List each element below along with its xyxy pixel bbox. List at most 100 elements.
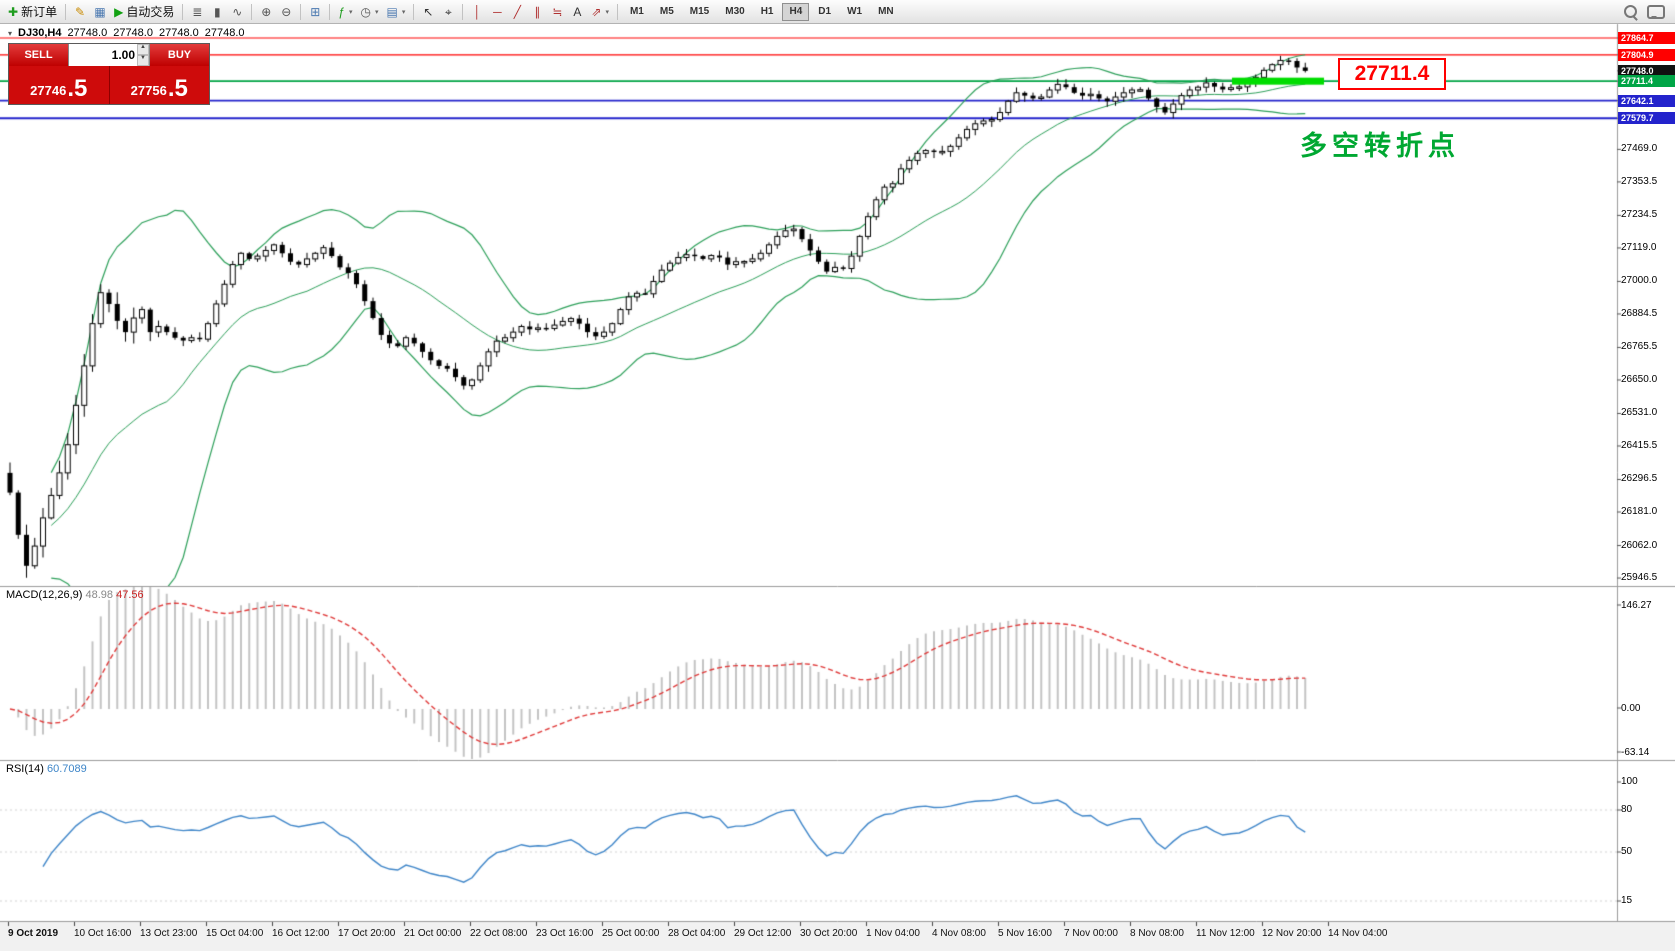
- volume-stepper: ▲ ▼: [137, 44, 149, 66]
- time-label: 12 Nov 20:00: [1262, 928, 1322, 939]
- rsi-name: RSI(14): [6, 763, 44, 775]
- templates-button[interactable]: ▤ ▾: [383, 2, 410, 21]
- ohlc-high: 27748.0: [113, 27, 153, 39]
- macd-signal-value: 47.56: [116, 589, 144, 601]
- autotrading-button-label: 自动交易: [126, 5, 175, 19]
- price-tag: 27711.4: [1618, 75, 1675, 88]
- time-label: 16 Oct 12:00: [272, 928, 330, 939]
- zoom-out-button[interactable]: ⊖: [276, 2, 296, 21]
- rsi-pane[interactable]: [0, 761, 1617, 921]
- time-label: 30 Oct 20:00: [800, 928, 858, 939]
- price-tag: 27748.0: [1618, 64, 1675, 77]
- rsi-scale-label: 50: [1621, 846, 1633, 857]
- market-watch-icon-button[interactable]: ▦: [90, 2, 110, 21]
- horizontal-line-button[interactable]: ─: [487, 2, 507, 21]
- price-tick-label: 26884.5: [1621, 307, 1658, 319]
- volume-up-button[interactable]: ▲: [137, 44, 149, 55]
- volume-down-button[interactable]: ▼: [137, 55, 149, 66]
- time-label: 9 Oct 2019: [8, 928, 59, 939]
- crosshair-icon: ⌖: [445, 4, 452, 19]
- periods-button[interactable]: ◷ ▾: [357, 2, 383, 21]
- search-icon[interactable]: [1624, 5, 1637, 18]
- toolbar-separator: [329, 3, 331, 20]
- price-tick-label: 26650.0: [1621, 373, 1658, 385]
- time-label: 5 Nov 16:00: [998, 928, 1052, 939]
- equidistant-channel-button[interactable]: ∥: [527, 2, 547, 21]
- buy-price[interactable]: 27756 .5: [110, 66, 210, 104]
- price-tag: 27642.1: [1618, 94, 1675, 107]
- trendline-icon: ╱: [513, 4, 521, 19]
- time-label: 22 Oct 08:00: [470, 928, 528, 939]
- fibonacci-button[interactable]: ≒: [547, 2, 567, 21]
- buy-button[interactable]: BUY: [150, 44, 209, 66]
- zoom-in-icon: ⊕: [261, 4, 272, 19]
- dropdown-caret-icon: ▾: [401, 8, 406, 16]
- toolbar-separator: [616, 3, 618, 20]
- macd-scale-label: 0.00: [1621, 703, 1641, 714]
- autotrading-button[interactable]: ▶ 自动交易: [110, 2, 178, 21]
- dropdown-caret-icon: ▾: [349, 8, 353, 16]
- line-chart-button[interactable]: ∿: [227, 2, 247, 21]
- timeframe-m1-button[interactable]: M1: [623, 3, 651, 21]
- macd-name: MACD(12,26,9): [6, 589, 83, 601]
- text-label-button[interactable]: A: [567, 2, 587, 21]
- sell-button[interactable]: SELL: [9, 44, 68, 66]
- zoom-in-button[interactable]: ⊕: [256, 2, 276, 21]
- price-tick-label: 25946.5: [1621, 572, 1658, 584]
- bar-chart-button[interactable]: ≣: [187, 2, 207, 21]
- vertical-line-button[interactable]: │: [467, 2, 487, 21]
- ohlc-low: 27748.0: [158, 27, 199, 39]
- timeframe-h1-button[interactable]: H1: [754, 3, 781, 21]
- crosshair-button[interactable]: ⌖: [438, 2, 458, 21]
- market-watch-icon-icon: ▦: [94, 4, 106, 19]
- metaeditor-icon-icon: ✎: [75, 4, 86, 19]
- trade-panel-controls: SELL ▲ ▼ BUY: [9, 44, 209, 66]
- chat-icon[interactable]: [1647, 4, 1665, 19]
- timeframe-m5-button[interactable]: M5: [653, 3, 681, 21]
- autotrading-icon: ▶: [114, 4, 124, 19]
- buy-price-main: 27756: [130, 83, 167, 98]
- macd-scale-label: 146.27: [1621, 600, 1652, 611]
- metaeditor-icon-button[interactable]: ✎: [70, 2, 90, 21]
- toolbar: ✚ 新订单 ✎ ▦ ▶ 自动交易 ≣ ▮ ∿ ⊕ ⊖ ⊞ ƒ ▾ ◷ ▾ ▤ ▾ ↖ ⌖ │ ─ ╱ ∥ ≒ A ⇗ ▾ M1 M5 M15…: [0, 0, 1675, 24]
- timeframe-w1-button[interactable]: W1: [840, 3, 869, 21]
- timeframe-mn-button[interactable]: MN: [871, 3, 901, 21]
- text-label-icon: A: [573, 4, 582, 19]
- candlestick-chart-button[interactable]: ▮: [207, 2, 227, 21]
- macd-pane[interactable]: [0, 587, 1617, 760]
- tile-windows-button[interactable]: ⊞: [305, 2, 325, 21]
- rsi-value: 60.7089: [46, 763, 87, 775]
- price-tick-label: 26181.0: [1621, 506, 1658, 517]
- new-order-button[interactable]: ✚ 新订单: [4, 2, 61, 21]
- rsi-scale-label: 100: [1621, 776, 1638, 787]
- one-click-trading-panel: SELL ▲ ▼ BUY 27746 .5 27756 .5: [8, 43, 210, 105]
- tile-windows-icon: ⊞: [310, 4, 321, 19]
- toolbar-separator: [182, 3, 184, 20]
- time-label: 11 Nov 12:00: [1196, 928, 1255, 939]
- horizontal-line-icon: ─: [493, 4, 502, 19]
- indicators-button[interactable]: ƒ ▾: [334, 2, 356, 21]
- timeframe-m15-button[interactable]: M15: [683, 3, 716, 21]
- cursor-icon: ↖: [423, 4, 434, 19]
- trendline-button[interactable]: ╱: [507, 2, 527, 21]
- ohlc-open: 27748.0: [67, 27, 108, 39]
- arrows-button[interactable]: ⇗ ▾: [587, 2, 613, 21]
- sell-price[interactable]: 27746 .5: [9, 66, 110, 104]
- main-chart-pane[interactable]: [0, 24, 1617, 586]
- cursor-button[interactable]: ↖: [418, 2, 438, 21]
- price-tick-label: 27119.0: [1621, 241, 1657, 253]
- dropdown-caret-icon: ▾: [605, 8, 609, 16]
- timeframe-d1-button[interactable]: D1: [811, 3, 838, 21]
- price-tick-label: 27000.0: [1621, 275, 1658, 287]
- timeframe-m30-button[interactable]: M30: [718, 3, 751, 21]
- collapse-trade-panel-icon[interactable]: ▾: [8, 28, 13, 38]
- timeframe-h4-button[interactable]: H4: [782, 2, 810, 21]
- ohlc-close: 27748.0: [204, 27, 245, 39]
- new-order-icon: ✚: [8, 4, 19, 19]
- sell-price-pips: .5: [67, 75, 88, 102]
- indicators-icon: ƒ: [338, 4, 346, 19]
- price-tag: 27864.7: [1618, 32, 1675, 44]
- volume-input[interactable]: [69, 44, 137, 66]
- time-label: 10 Oct 16:00: [74, 928, 132, 939]
